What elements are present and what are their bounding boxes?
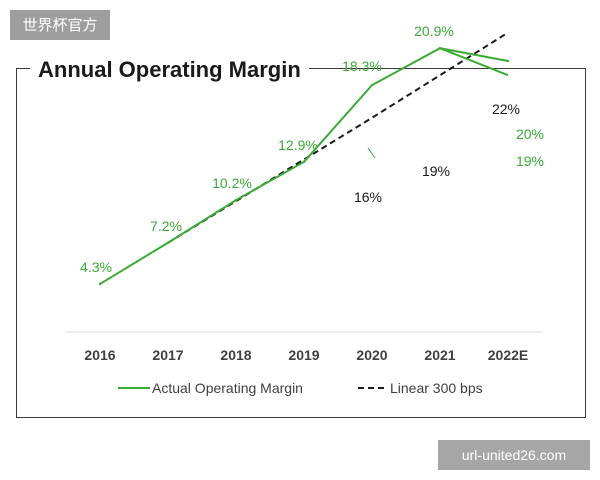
actual-point-2022E	[506, 59, 510, 63]
legend-label-actual: Actual Operating Margin	[152, 380, 303, 396]
x-tick-label-2018: 2018	[220, 347, 251, 363]
legend-label-trend: Linear 300 bps	[390, 380, 483, 396]
actual-point-2018	[234, 198, 238, 202]
actual-label-2017: 7.2%	[150, 218, 182, 234]
actual-label-leader-2020	[367, 147, 376, 159]
actual-label-2016: 4.3%	[80, 259, 112, 275]
watermark-bottom: url-united26.com	[438, 440, 590, 470]
actual-point-2019	[302, 160, 306, 164]
x-tick-label-2019: 2019	[288, 347, 319, 363]
x-tick-label-2017: 2017	[152, 347, 183, 363]
actual-label-2020: 18.3%	[342, 58, 382, 74]
x-tick-label-2020: 2020	[356, 347, 387, 363]
trend-label-2021: 19%	[422, 163, 450, 179]
actual-point-2020	[370, 83, 374, 87]
x-tick-label-2022E: 2022E	[488, 347, 528, 363]
x-tick-label-2016: 2016	[84, 347, 115, 363]
trend-label-2022E: 22%	[492, 101, 520, 117]
actual-point-2016	[98, 282, 102, 286]
x-tick-label-2021: 2021	[424, 347, 455, 363]
chart-title: Annual Operating Margin	[30, 54, 309, 86]
watermark-top: 世界杯官方	[10, 10, 110, 40]
actual-label-2022E-alt: 19%	[516, 153, 544, 169]
actual-label-2018: 10.2%	[212, 175, 252, 191]
actual-point-2017	[166, 241, 170, 244]
actual-line-alt-end	[439, 47, 509, 77]
actual-label-2021: 20.9%	[414, 23, 454, 39]
actual-label-2019: 12.9%	[278, 137, 318, 153]
actual-label-2022E: 20%	[516, 126, 544, 142]
actual-point-2021	[438, 47, 442, 50]
trend-label-2020: 16%	[354, 189, 382, 205]
